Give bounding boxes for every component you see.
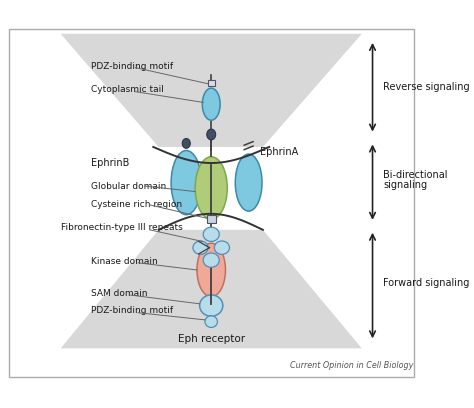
Text: Eph receptor: Eph receptor <box>178 335 245 344</box>
Text: Globular domain: Globular domain <box>91 182 166 191</box>
Text: PDZ-binding motif: PDZ-binding motif <box>91 62 173 71</box>
Text: Current Opinion in Cell Biology: Current Opinion in Cell Biology <box>290 361 413 370</box>
Ellipse shape <box>193 241 208 254</box>
Ellipse shape <box>171 151 201 215</box>
Ellipse shape <box>200 295 223 316</box>
Text: PDZ-binding motif: PDZ-binding motif <box>91 306 173 315</box>
Text: Reverse signaling: Reverse signaling <box>383 82 470 92</box>
Ellipse shape <box>205 316 218 328</box>
Bar <box>207 215 216 223</box>
Text: Fibronectin-type III repeats: Fibronectin-type III repeats <box>61 223 182 232</box>
Ellipse shape <box>203 227 219 242</box>
Ellipse shape <box>214 241 229 254</box>
Ellipse shape <box>202 88 220 120</box>
Bar <box>208 80 215 86</box>
Text: EphrinA: EphrinA <box>260 147 299 157</box>
Text: Forward signaling: Forward signaling <box>383 278 470 288</box>
Text: EphrinB: EphrinB <box>91 158 129 168</box>
Ellipse shape <box>207 129 216 140</box>
Ellipse shape <box>197 243 226 297</box>
Polygon shape <box>61 34 362 147</box>
Text: Kinase domain: Kinase domain <box>91 257 158 266</box>
Ellipse shape <box>203 253 219 267</box>
Text: Bi-directional: Bi-directional <box>383 170 448 180</box>
Ellipse shape <box>195 157 227 219</box>
Polygon shape <box>61 230 362 348</box>
Text: Cytoplasmic tail: Cytoplasmic tail <box>91 85 164 94</box>
Text: signaling: signaling <box>383 180 428 190</box>
Text: SAM domain: SAM domain <box>91 288 147 297</box>
Text: Cysteine rich region: Cysteine rich region <box>91 200 182 209</box>
Ellipse shape <box>235 154 262 211</box>
Ellipse shape <box>182 138 190 148</box>
